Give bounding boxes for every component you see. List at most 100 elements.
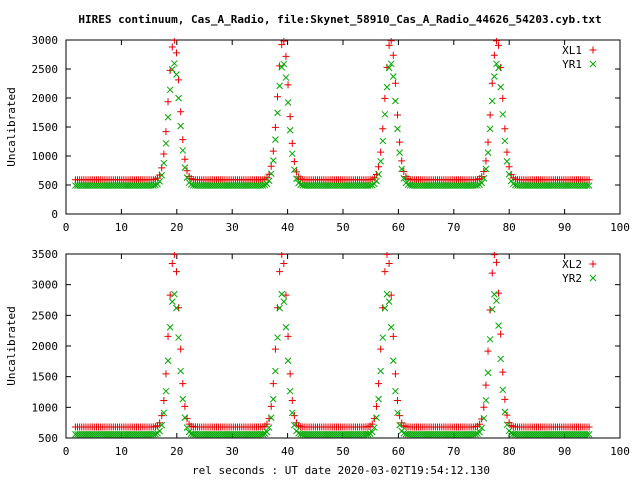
point-marker — [295, 429, 302, 437]
legend-label: YR2 — [562, 272, 582, 285]
point-marker — [383, 252, 391, 258]
point-marker — [480, 414, 488, 422]
point-marker — [271, 123, 279, 131]
point-marker — [484, 149, 492, 156]
point-marker — [181, 164, 189, 172]
point-marker — [495, 322, 502, 329]
plot-frame — [65, 253, 621, 439]
point-marker — [177, 108, 185, 116]
point-marker — [172, 268, 180, 276]
y-tick-label: 1500 — [32, 121, 59, 134]
point-marker — [179, 395, 187, 403]
point-marker — [373, 414, 380, 421]
point-marker — [501, 408, 509, 416]
x-tick-label: 90 — [558, 445, 571, 458]
legend-marker — [589, 60, 597, 68]
point-marker — [486, 125, 494, 133]
point-marker — [385, 41, 393, 49]
point-marker — [392, 97, 399, 105]
point-marker — [278, 290, 286, 298]
point-marker — [394, 125, 401, 133]
point-marker — [501, 125, 509, 133]
point-marker — [501, 395, 509, 403]
point-marker — [158, 421, 166, 429]
point-marker — [181, 155, 189, 163]
point-marker — [288, 139, 296, 147]
x-tick-label: 30 — [226, 221, 239, 234]
point-marker — [389, 332, 397, 340]
point-marker — [280, 60, 288, 68]
point-marker — [286, 126, 294, 134]
point-marker — [263, 180, 271, 188]
x-tick-label: 20 — [170, 221, 183, 234]
point-marker — [175, 334, 182, 341]
point-marker — [394, 396, 402, 404]
point-marker — [486, 111, 494, 119]
point-marker — [168, 65, 176, 73]
point-marker — [501, 137, 509, 145]
point-marker — [385, 260, 393, 268]
point-marker — [499, 94, 507, 102]
x-tick-label: 0 — [63, 221, 70, 234]
point-marker — [166, 323, 174, 331]
y-tick-label: 1500 — [32, 371, 59, 384]
point-marker — [375, 395, 382, 403]
point-marker — [490, 73, 498, 80]
point-marker — [507, 429, 515, 437]
point-marker — [162, 370, 170, 378]
point-marker — [585, 182, 593, 189]
x-tick-label: 40 — [281, 445, 294, 458]
point-marker — [371, 180, 378, 188]
point-marker — [368, 428, 376, 436]
point-marker — [179, 136, 187, 144]
point-marker — [375, 163, 383, 171]
point-marker — [375, 380, 383, 388]
point-marker — [488, 79, 496, 87]
point-marker — [177, 122, 185, 130]
point-marker — [149, 430, 157, 438]
point-marker — [484, 138, 492, 146]
point-marker — [267, 162, 275, 170]
point-marker — [377, 148, 385, 156]
y-tick-label: 500 — [38, 179, 58, 192]
point-marker — [503, 148, 511, 156]
point-marker — [484, 347, 492, 355]
point-marker — [291, 421, 298, 429]
x-tick-label: 50 — [336, 221, 349, 234]
x-tick-label: 60 — [392, 445, 405, 458]
point-marker — [284, 99, 292, 106]
point-marker — [389, 357, 397, 365]
y-tick-label: 2000 — [32, 340, 59, 353]
point-marker — [271, 345, 279, 353]
point-marker — [377, 158, 385, 165]
point-marker — [364, 430, 372, 438]
point-marker — [282, 52, 290, 60]
point-marker — [499, 368, 507, 376]
point-marker — [396, 149, 403, 156]
x-tick-label: 10 — [115, 221, 128, 234]
point-marker — [476, 420, 484, 428]
point-marker — [396, 138, 404, 146]
x-tick-label: 80 — [503, 445, 516, 458]
y-tick-label: 2500 — [32, 309, 59, 322]
point-marker — [482, 157, 490, 165]
point-marker — [478, 424, 486, 432]
point-marker — [181, 414, 189, 421]
point-marker — [387, 60, 395, 68]
point-marker — [274, 334, 281, 341]
point-marker — [173, 304, 180, 312]
x-tick-label: 10 — [115, 445, 128, 458]
point-marker — [398, 157, 406, 165]
point-marker — [175, 76, 183, 84]
point-marker — [492, 38, 500, 45]
point-marker — [293, 175, 300, 183]
point-marker — [149, 182, 157, 189]
point-marker — [391, 370, 399, 378]
point-marker — [152, 430, 159, 438]
point-marker — [509, 180, 517, 188]
point-marker — [387, 291, 395, 299]
point-marker — [394, 409, 401, 417]
point-marker — [160, 150, 168, 158]
chart-panel-bottom: 0 10 20 30 40 50 60 70 80 90 100 500 1000 1500 2000 250… — [5, 248, 630, 458]
